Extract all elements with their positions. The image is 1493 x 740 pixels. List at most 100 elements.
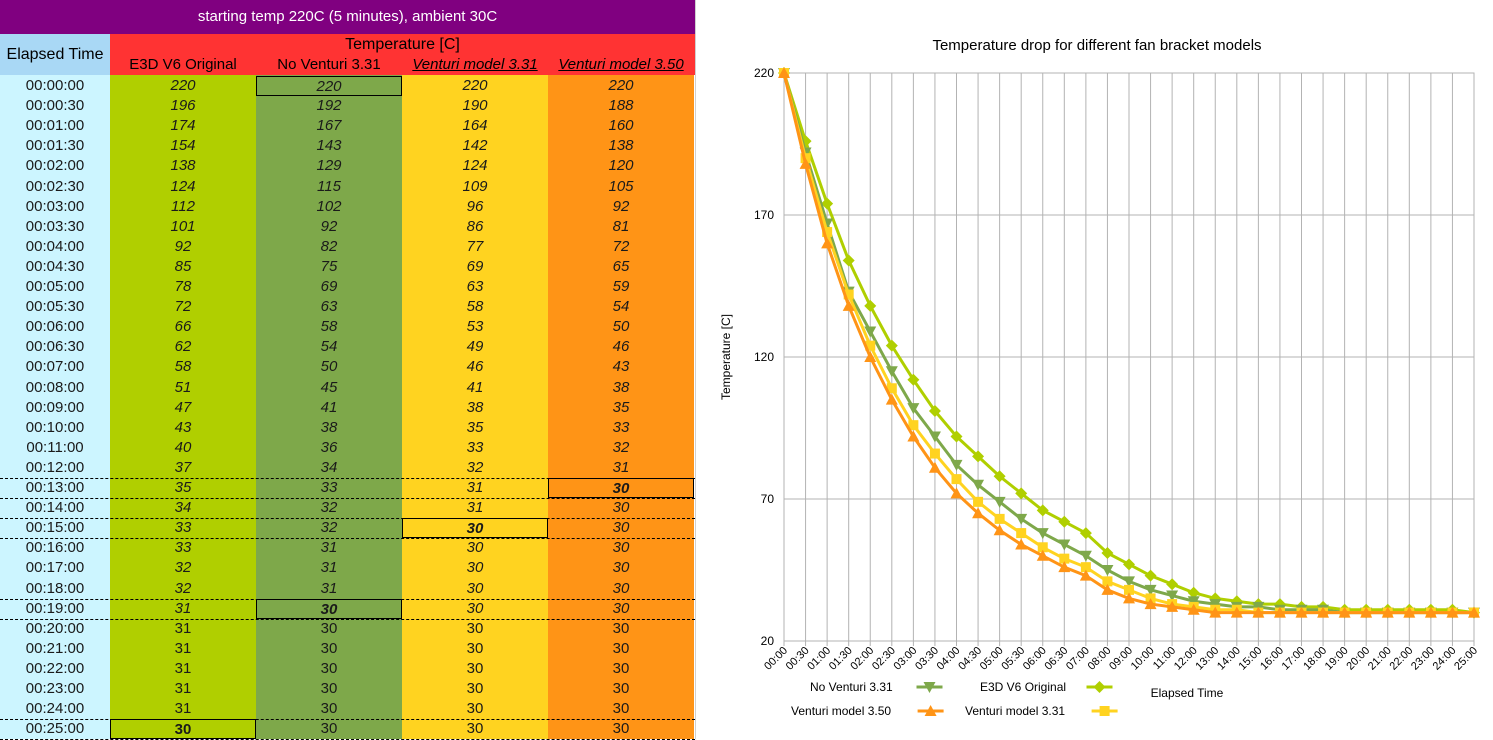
temperature-cell-no-venturi[interactable]: 33 (320, 479, 338, 496)
temperature-cell-venturi-331[interactable]: 33 (466, 438, 484, 456)
temperature-cell-venturi-350[interactable]: 30 (612, 539, 630, 557)
temperature-cell-venturi-350[interactable]: 188 (608, 97, 634, 115)
temperature-cell-venturi-331[interactable]: 58 (466, 298, 484, 316)
temperature-cell-venturi-331[interactable]: 220 (462, 77, 488, 94)
temperature-cell-venturi-350[interactable]: 54 (612, 298, 630, 316)
elapsed-time-cell[interactable]: 00:00:00 (25, 77, 85, 94)
temperature-cell-venturi-350[interactable]: 105 (608, 177, 634, 195)
temperature-cell-venturi-331[interactable]: 30 (466, 579, 484, 597)
elapsed-time-cell[interactable]: 00:09:00 (25, 398, 85, 416)
temperature-cell-venturi-331[interactable]: 190 (462, 97, 488, 115)
temperature-cell-no-venturi[interactable]: 30 (320, 619, 338, 637)
temperature-cell-venturi-331[interactable]: 30 (466, 619, 484, 637)
temperature-cell-venturi-331[interactable]: 30 (466, 599, 484, 617)
temperature-cell-venturi-331[interactable]: 46 (466, 358, 484, 376)
temperature-cell-e3d[interactable]: 66 (174, 318, 192, 336)
elapsed-time-cell[interactable]: 00:02:00 (25, 157, 85, 175)
column-header-venturi-331[interactable]: Venturi model 3.31 (412, 56, 538, 73)
temperature-cell-venturi-350[interactable]: 138 (608, 137, 634, 155)
temperature-cell-venturi-350[interactable]: 120 (608, 157, 634, 175)
sheet-title[interactable]: starting temp 220C (5 minutes), ambient … (0, 0, 695, 34)
elapsed-time-cell[interactable]: 00:13:00 (25, 479, 85, 496)
temperature-cell-venturi-331[interactable]: 96 (466, 197, 484, 215)
temperature-cell-venturi-350[interactable]: 81 (612, 217, 630, 235)
temperature-cell-no-venturi[interactable]: 36 (320, 438, 338, 456)
temperature-cell-no-venturi[interactable]: 143 (316, 137, 342, 155)
elapsed-time-cell[interactable]: 00:01:00 (25, 117, 85, 135)
temperature-cell-no-venturi[interactable]: 30 (320, 680, 338, 697)
temperature-cell-e3d[interactable]: 43 (174, 418, 192, 436)
temperature-cell-no-venturi[interactable]: 30 (256, 598, 402, 619)
temperature-cell-venturi-350[interactable]: 30 (612, 499, 630, 517)
elapsed-time-cell[interactable]: 00:17:00 (25, 559, 85, 577)
elapsed-time-cell[interactable]: 00:22:00 (25, 659, 85, 677)
temperature-cell-venturi-350[interactable]: 160 (608, 117, 634, 135)
temperature-cell-no-venturi[interactable]: 75 (320, 257, 338, 275)
temperature-cell-e3d[interactable]: 112 (171, 197, 195, 215)
temperature-cell-no-venturi[interactable]: 92 (320, 217, 338, 235)
temperature-cell-e3d[interactable]: 31 (174, 619, 192, 637)
temperature-cell-venturi-331[interactable]: 30 (466, 720, 484, 738)
temperature-cell-venturi-331[interactable]: 69 (466, 257, 484, 275)
temperature-cell-venturi-331[interactable]: 30 (466, 559, 484, 577)
temperature-cell-venturi-331[interactable]: 38 (466, 398, 484, 416)
temperature-cell-venturi-350[interactable]: 30 (612, 680, 630, 697)
temperature-cell-venturi-331[interactable]: 30 (466, 659, 484, 677)
temperature-cell-e3d[interactable]: 174 (170, 117, 196, 135)
temperature-cell-venturi-350[interactable]: 92 (612, 197, 630, 215)
temperature-cell-no-venturi[interactable]: 69 (320, 278, 338, 295)
temperature-cell-venturi-331[interactable]: 30 (466, 639, 484, 657)
elapsed-time-cell[interactable]: 00:11:00 (26, 438, 84, 456)
temperature-cell-e3d[interactable]: 58 (174, 358, 192, 376)
elapsed-time-header[interactable]: Elapsed Time (0, 34, 110, 75)
temperature-cell-e3d[interactable]: 47 (174, 398, 192, 416)
temperature-cell-no-venturi[interactable]: 31 (320, 579, 338, 597)
temperature-cell-no-venturi[interactable]: 82 (320, 237, 338, 255)
temperature-cell-no-venturi[interactable]: 30 (320, 700, 338, 718)
temperature-cell-e3d[interactable]: 40 (174, 438, 192, 456)
elapsed-time-cell[interactable]: 00:20:00 (25, 619, 85, 637)
temperature-cell-e3d[interactable]: 220 (170, 77, 196, 94)
line-chart[interactable]: Temperature drop for different fan brack… (700, 0, 1493, 739)
temperature-cell-venturi-350[interactable]: 30 (612, 599, 630, 617)
temperature-cell-venturi-350[interactable]: 30 (612, 619, 630, 637)
elapsed-time-cell[interactable]: 00:02:30 (25, 177, 85, 195)
temperature-cell-venturi-350[interactable]: 30 (612, 639, 630, 657)
elapsed-time-cell[interactable]: 00:04:30 (25, 257, 85, 275)
temperature-cell-venturi-331[interactable]: 49 (466, 338, 484, 356)
temperature-cell-venturi-331[interactable]: 109 (462, 177, 488, 195)
temperature-cell-venturi-331[interactable]: 30 (466, 539, 484, 557)
temperature-cell-venturi-350[interactable]: 30 (612, 519, 630, 537)
temperature-cell-e3d[interactable]: 31 (174, 599, 192, 617)
temperature-cell-no-venturi[interactable]: 54 (320, 338, 338, 356)
temperature-cell-venturi-350[interactable]: 33 (612, 418, 630, 436)
elapsed-time-cell[interactable]: 00:23:00 (25, 680, 85, 697)
temperature-cell-no-venturi[interactable]: 32 (320, 499, 338, 517)
temperature-cell-venturi-331[interactable]: 30 (466, 700, 484, 718)
temperature-cell-e3d[interactable]: 30 (110, 719, 256, 740)
temperature-cell-no-venturi[interactable]: 34 (320, 458, 338, 476)
elapsed-time-cell[interactable]: 00:16:00 (25, 539, 85, 557)
temperature-cell-no-venturi[interactable]: 41 (320, 398, 338, 416)
temperature-cell-e3d[interactable]: 62 (174, 338, 192, 356)
temperature-cell-e3d[interactable]: 101 (170, 217, 196, 235)
temperature-header[interactable]: Temperature [C] E3D V6 Original No Ventu… (110, 34, 695, 75)
temperature-cell-venturi-350[interactable]: 30 (612, 720, 630, 738)
temperature-cell-venturi-331[interactable]: 31 (466, 499, 484, 517)
elapsed-time-cell[interactable]: 00:03:00 (25, 197, 85, 215)
temperature-cell-no-venturi[interactable]: 115 (317, 177, 341, 195)
temperature-cell-no-venturi[interactable]: 31 (320, 539, 338, 557)
temperature-cell-e3d[interactable]: 31 (174, 639, 192, 657)
temperature-cell-venturi-331[interactable]: 30 (402, 518, 548, 539)
temperature-cell-venturi-331[interactable]: 41 (466, 378, 484, 396)
temperature-cell-e3d[interactable]: 196 (170, 97, 196, 115)
elapsed-time-cell[interactable]: 00:18:00 (25, 579, 85, 597)
temperature-cell-no-venturi[interactable]: 31 (320, 559, 338, 577)
temperature-cell-no-venturi[interactable]: 63 (320, 298, 338, 316)
temperature-cell-e3d[interactable]: 35 (174, 479, 192, 496)
temperature-cell-e3d[interactable]: 124 (170, 177, 196, 195)
temperature-cell-venturi-331[interactable]: 31 (466, 479, 484, 496)
temperature-cell-e3d[interactable]: 32 (174, 579, 192, 597)
temperature-cell-e3d[interactable]: 72 (174, 298, 192, 316)
temperature-cell-e3d[interactable]: 51 (174, 378, 192, 396)
